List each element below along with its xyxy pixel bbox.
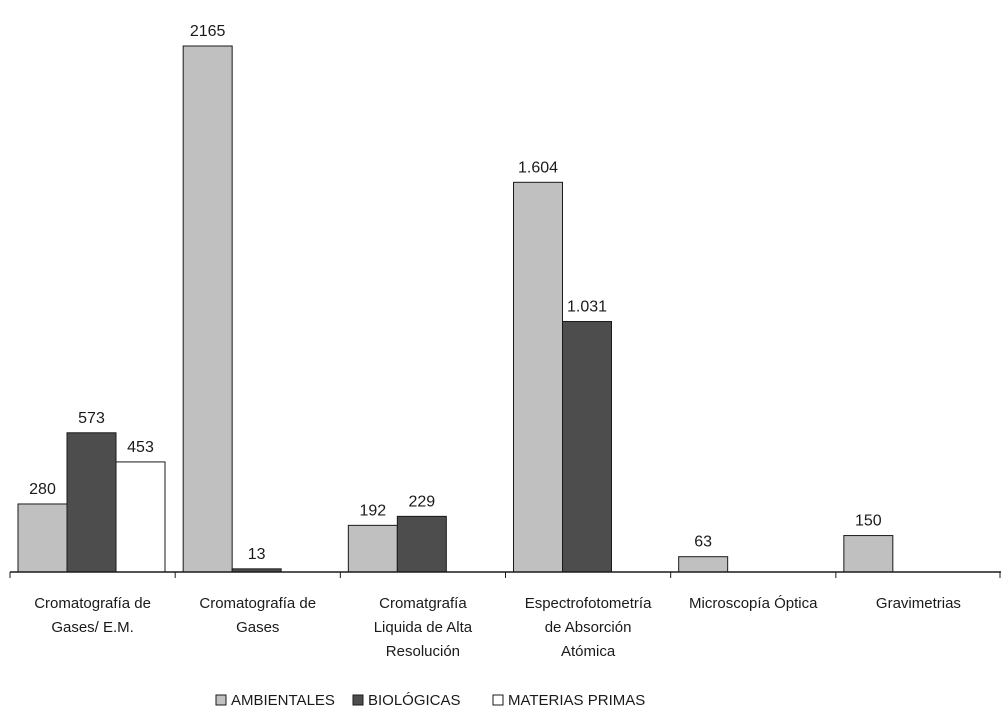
category-label: Gases [236, 619, 279, 636]
value-label: 2165 [190, 23, 226, 40]
category-labels-layer: Cromatografía de Gases/ E.M. Cromatografía… [34, 595, 961, 660]
bar-ambientales-5 [843, 535, 894, 573]
bar-ambientales-4 [678, 556, 729, 573]
value-label: 453 [127, 439, 154, 456]
x-axis [9, 571, 1001, 578]
bar-ambientales-3 [513, 181, 563, 573]
category-label: Microscopía Óptica [689, 595, 818, 612]
category-label: Gases/ E.M. [51, 619, 134, 636]
legend: AMBIENTALES BIOLÓGICAS MATERIAS PRIMAS [215, 692, 645, 709]
bar-biol-gicas-0 [66, 432, 117, 573]
category-label: Resolución [386, 643, 460, 660]
category-label: Liquida de Alta [374, 619, 473, 636]
value-labels-layer: 280 573 453 2165 13 192 229 1.604 1.031 63 150 [29, 23, 882, 563]
category-label: Cromatografía de [199, 595, 316, 612]
category-label: Espectrofotometría [525, 595, 652, 612]
value-label: 573 [78, 410, 105, 427]
bar-biol-gicas-2 [396, 515, 447, 573]
category-label: Atómica [561, 643, 616, 660]
category-label: de Absorción [545, 619, 632, 636]
value-label: 1.604 [518, 159, 558, 176]
category-label: Cromatografía de [34, 595, 151, 612]
category-label: Gravimetrias [876, 595, 961, 612]
value-label: 1.031 [567, 299, 607, 316]
legend-label: MATERIAS PRIMAS [508, 692, 645, 709]
category-label: Cromatgrafía [379, 595, 467, 612]
bar-materias-primas-0 [115, 461, 166, 573]
legend-swatch [215, 694, 227, 706]
value-label: 229 [408, 493, 435, 510]
bars-layer [17, 45, 894, 573]
legend-label: BIOLÓGICAS [368, 692, 461, 709]
legend-swatch [352, 694, 364, 706]
value-label: 63 [694, 534, 712, 551]
bar-ambientales-1 [182, 45, 233, 573]
legend-swatch [492, 694, 504, 706]
legend-label: AMBIENTALES [231, 692, 335, 709]
bar-biol-gicas-3 [562, 321, 612, 573]
value-label: 192 [359, 502, 386, 519]
value-label: 280 [29, 481, 56, 498]
bar-ambientales-0 [17, 503, 68, 573]
value-label: 13 [248, 546, 266, 563]
value-label: 150 [855, 513, 882, 530]
bar-ambientales-2 [347, 524, 398, 573]
